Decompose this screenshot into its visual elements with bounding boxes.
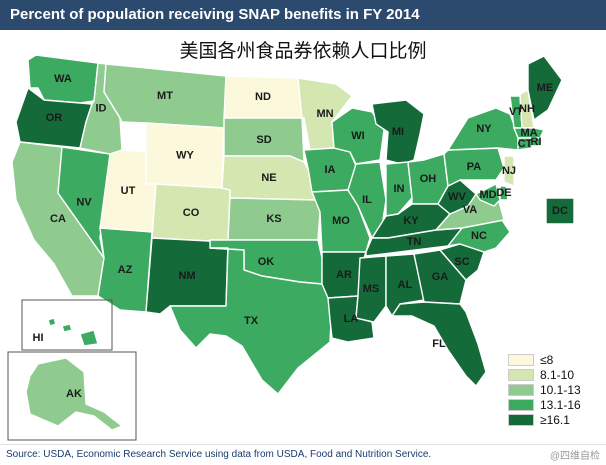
state-label-ny: NY <box>476 123 492 135</box>
state-md <box>475 183 501 207</box>
state-label-ct: CT <box>518 138 533 150</box>
state-label-ri: RI <box>531 136 542 148</box>
legend-row-0: ≤8 <box>508 352 600 367</box>
state-label-id: ID <box>96 102 107 114</box>
state-label-wy: WY <box>176 149 194 161</box>
map-legend: ≤8 8.1-10 10.1-13 13.1-16 ≥16.1 <box>508 352 600 427</box>
state-label-ak: AK <box>66 388 82 400</box>
watermark-text: @四维自检 <box>549 451 600 462</box>
state-label-la: LA <box>344 313 359 325</box>
state-label-ut: UT <box>121 185 136 197</box>
hawaii-inset-frame <box>21 299 113 351</box>
state-hi <box>47 317 57 327</box>
legend-swatch-1 <box>508 368 534 381</box>
state-label-az: AZ <box>118 264 133 276</box>
state-label-wi: WI <box>351 130 364 142</box>
map-title: Percent of population receiving SNAP ben… <box>0 0 606 30</box>
state-ak <box>25 357 123 431</box>
state-ks <box>227 197 321 241</box>
state-label-ga: GA <box>432 271 449 283</box>
state-label-fl: FL <box>432 338 446 350</box>
state-label-ky: KY <box>403 215 419 227</box>
legend-swatch-0 <box>508 353 534 366</box>
state-tx <box>169 247 333 395</box>
state-label-ks: KS <box>266 213 281 225</box>
state-label-ca: CA <box>50 213 66 225</box>
state-ct <box>517 137 533 151</box>
state-label-md: MD <box>479 189 496 201</box>
state-ga <box>413 249 467 305</box>
state-dc <box>545 197 575 225</box>
state-label-or: OR <box>46 112 63 124</box>
state-label-mi: MI <box>392 126 404 138</box>
state-label-nh: NH <box>519 103 535 115</box>
state-label-va: VA <box>463 204 478 216</box>
state-hi-island-3 <box>79 329 99 347</box>
state-label-ne: NE <box>261 172 276 184</box>
state-label-sd: SD <box>256 134 271 146</box>
state-label-tn: TN <box>407 236 422 248</box>
map-subtitle: 美国各州食品券依赖人口比例 <box>179 40 427 62</box>
legend-label-1: 8.1-10 <box>540 367 575 382</box>
state-wi <box>331 107 385 165</box>
state-label-dc: DC <box>552 205 568 217</box>
state-ma <box>513 127 545 139</box>
state-label-mn: MN <box>316 108 333 120</box>
state-label-il: IL <box>362 194 372 206</box>
state-label-ms: MS <box>363 283 380 295</box>
state-label-de: DE <box>496 187 511 199</box>
legend-label-0: ≤8 <box>540 352 554 367</box>
state-label-mo: MO <box>332 215 350 227</box>
state-me <box>527 55 563 121</box>
alaska-inset-frame <box>7 351 137 441</box>
state-label-oh: OH <box>420 173 437 185</box>
legend-swatch-3 <box>508 398 534 411</box>
state-label-nc: NC <box>471 230 487 242</box>
state-fl <box>391 301 487 387</box>
state-label-nd: ND <box>255 91 271 103</box>
state-label-nv: NV <box>76 196 92 208</box>
us-choropleth-map: WA OR CA NV ID MT WY UT AZ CO NM ND SD NE KS OK TX MN IA MO… <box>7 54 575 441</box>
legend-label-2: 10.1-13 <box>540 382 581 397</box>
legend-row-4: ≥16.1 <box>508 412 600 427</box>
state-label-ok: OK <box>258 256 275 268</box>
legend-row-1: 8.1-10 <box>508 367 600 382</box>
state-label-in: IN <box>394 183 405 195</box>
legend-label-4: ≥16.1 <box>540 412 570 427</box>
state-label-al: AL <box>398 279 413 291</box>
state-label-mt: MT <box>157 90 173 102</box>
state-label-hi: HI <box>33 332 44 344</box>
state-hi-island-2 <box>61 323 73 333</box>
state-label-wv: WV <box>448 191 466 203</box>
legend-row-2: 10.1-13 <box>508 382 600 397</box>
state-label-ia: IA <box>325 164 336 176</box>
state-label-vt: VT <box>509 106 523 118</box>
legend-row-3: 13.1-16 <box>508 397 600 412</box>
legend-swatch-4 <box>508 413 534 426</box>
state-label-nj: NJ <box>502 165 516 177</box>
state-label-co: CO <box>183 207 200 219</box>
state-de <box>499 185 509 201</box>
state-label-tx: TX <box>244 315 259 327</box>
state-label-ma: MA <box>520 127 537 139</box>
source-note: Source: USDA, Economic Research Service … <box>0 444 606 464</box>
state-label-nm: NM <box>178 270 195 282</box>
legend-label-3: 13.1-16 <box>540 397 581 412</box>
state-label-sc: SC <box>454 256 469 268</box>
state-label-me: ME <box>537 82 554 94</box>
state-label-ar: AR <box>336 269 352 281</box>
state-nj <box>503 155 515 187</box>
state-label-wa: WA <box>54 73 72 85</box>
legend-swatch-2 <box>508 383 534 396</box>
state-label-pa: PA <box>467 161 482 173</box>
